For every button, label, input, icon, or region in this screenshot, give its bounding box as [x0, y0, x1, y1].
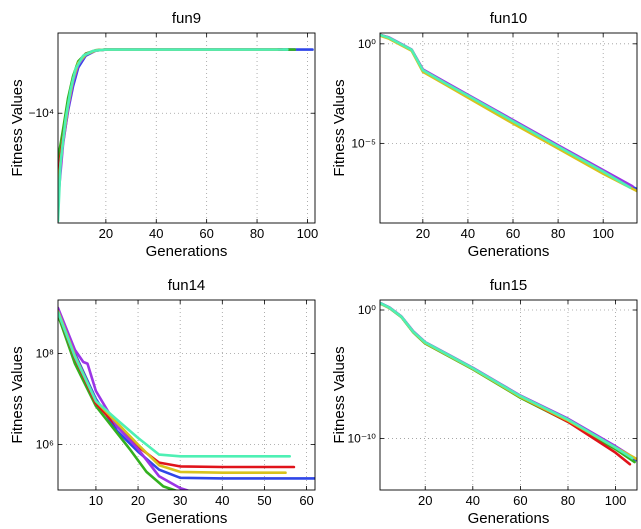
chart-fun15: 20 40 60 80 100 10⁰ 10⁻¹⁰ fun15 Generations Fitne… [331, 277, 638, 527]
x-tick-label: 100 [605, 493, 627, 508]
chart-fun10: 20 40 60 80 100 10⁰ 10⁻⁵ fun10 Generations Fitnes… [331, 10, 638, 260]
series-line [380, 301, 634, 460]
x-tick-label: 60 [506, 226, 520, 241]
x-tick-label: 60 [299, 493, 313, 508]
y-tick-label: 10⁰ [358, 37, 376, 51]
plot-frame [379, 32, 638, 224]
x-axis-label: Generations [468, 510, 550, 527]
plot-area [58, 300, 315, 490]
x-tick-label: 100 [592, 226, 614, 241]
x-axis-label: Generations [146, 243, 228, 260]
chart-title: fun14 [168, 277, 206, 294]
plot-area [380, 300, 637, 490]
x-tick-label: 40 [215, 493, 229, 508]
x-tick-label: 20 [418, 493, 432, 508]
y-tick-label: 10⁻¹⁰ [348, 432, 377, 446]
chart-title: fun15 [490, 277, 528, 294]
y-axis-label: Fitness Values [331, 79, 348, 176]
x-tick-label: 10 [89, 493, 103, 508]
x-axis-label: Generations [146, 510, 228, 527]
series-group [380, 33, 637, 193]
series-line [58, 313, 179, 490]
y-tick-label: 10⁶ [36, 438, 54, 452]
x-tick-label: 80 [551, 226, 565, 241]
x-tick-label: 40 [461, 226, 475, 241]
chart-title: fun10 [490, 10, 528, 27]
series-line [58, 311, 292, 458]
plot-frame [57, 32, 316, 224]
x-tick-label: 40 [466, 493, 480, 508]
series-group [58, 306, 315, 490]
y-tick-label: 10⁰ [358, 303, 376, 317]
x-tick-label: 20 [131, 493, 145, 508]
x-tick-label: 60 [513, 493, 527, 508]
chart-fun9: 20 40 60 80 100 −10⁴ fun9 Generations Fitness Va… [9, 10, 318, 260]
x-tick-label: 50 [257, 493, 271, 508]
x-tick-label: 40 [149, 226, 163, 241]
x-tick-label: 80 [250, 226, 264, 241]
y-axis-label: Fitness Values [9, 346, 26, 443]
x-tick-label: 80 [561, 493, 575, 508]
y-axis-label: Fitness Values [331, 346, 348, 443]
x-tick-label: 20 [99, 226, 113, 241]
y-tick-label: −10⁴ [28, 106, 54, 120]
plot-area [380, 33, 637, 223]
x-tick-label: 100 [297, 226, 319, 241]
plot-area [58, 33, 315, 223]
series-line [380, 33, 632, 189]
x-axis-label: Generations [468, 243, 550, 260]
x-tick-label: 20 [416, 226, 430, 241]
y-tick-label: 10⁻⁵ [351, 136, 376, 150]
x-tick-label: 60 [199, 226, 213, 241]
series-line [58, 48, 289, 223]
y-axis-label: Fitness Values [9, 79, 26, 176]
plot-frame [57, 299, 316, 491]
chart-fun14: 10 20 30 40 50 60 10⁶ 10⁸ fun14 Generations Fitnes… [9, 277, 316, 527]
series-group [380, 301, 637, 466]
y-tick-label: 10⁸ [36, 347, 54, 361]
plot-frame [379, 299, 638, 491]
series-group [58, 48, 314, 223]
chart-title: fun9 [172, 10, 201, 27]
x-tick-label: 30 [173, 493, 187, 508]
